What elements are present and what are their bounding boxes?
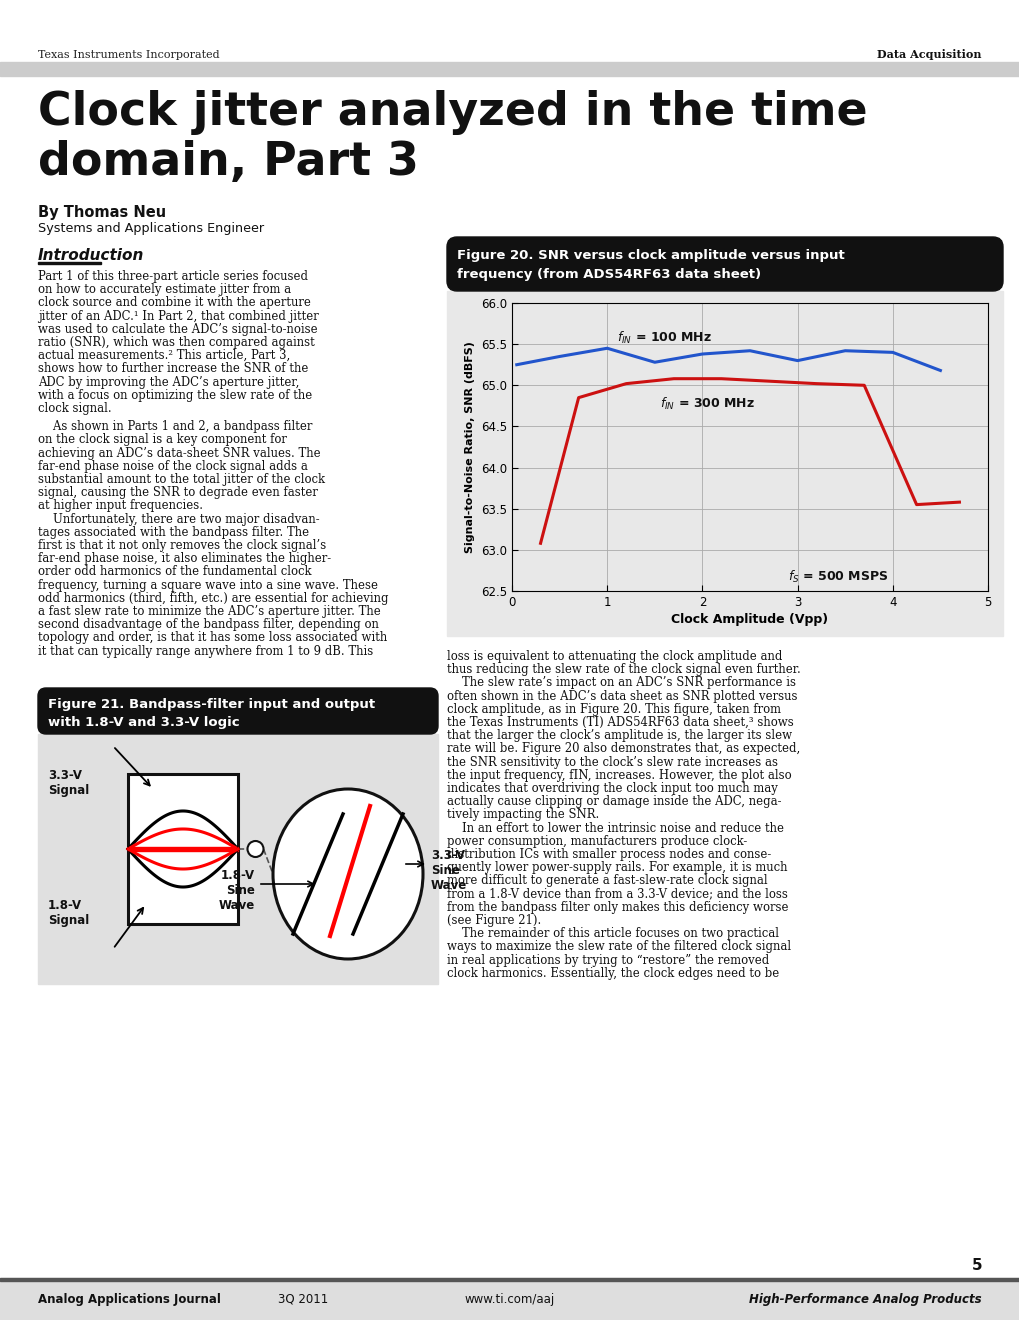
Text: it that can typically range anywhere from 1 to 9 dB. This: it that can typically range anywhere fro… — [38, 644, 373, 657]
Text: tages associated with the bandpass filter. The: tages associated with the bandpass filte… — [38, 525, 309, 539]
Bar — [127, 774, 237, 924]
Text: far-end phase noise of the clock signal adds a: far-end phase noise of the clock signal … — [38, 459, 308, 473]
Text: second disadvantage of the bandpass filter, depending on: second disadvantage of the bandpass filt… — [38, 618, 378, 631]
Text: ADC by improving the ADC’s aperture jitter,: ADC by improving the ADC’s aperture jitt… — [38, 376, 300, 388]
Text: odd harmonics (third, fifth, etc.) are essential for achieving: odd harmonics (third, fifth, etc.) are e… — [38, 591, 388, 605]
Text: As shown in Parts 1 and 2, a bandpass filter: As shown in Parts 1 and 2, a bandpass fi… — [38, 420, 312, 433]
Text: By Thomas Neu: By Thomas Neu — [38, 205, 166, 220]
Bar — [446, 290, 1002, 636]
Bar — [38, 261, 101, 264]
Text: The slew rate’s impact on an ADC’s SNR performance is: The slew rate’s impact on an ADC’s SNR p… — [446, 676, 795, 689]
Text: clock signal.: clock signal. — [38, 403, 111, 414]
Text: distribution ICs with smaller process nodes and conse-: distribution ICs with smaller process no… — [446, 847, 770, 861]
Text: quently lower power-supply rails. For example, it is much: quently lower power-supply rails. For ex… — [446, 861, 787, 874]
Text: 3.3-V
Sine
Wave: 3.3-V Sine Wave — [431, 849, 467, 892]
Bar — [0, 1278, 1019, 1280]
Text: Unfortunately, there are two major disadvan-: Unfortunately, there are two major disad… — [38, 512, 319, 525]
FancyBboxPatch shape — [446, 238, 1002, 290]
Text: was used to calculate the ADC’s signal-to-noise: was used to calculate the ADC’s signal-t… — [38, 323, 317, 335]
Text: shows how to further increase the SNR of the: shows how to further increase the SNR of… — [38, 363, 308, 375]
Text: tively impacting the SNR.: tively impacting the SNR. — [446, 808, 599, 821]
Text: ways to maximize the slew rate of the filtered clock signal: ways to maximize the slew rate of the fi… — [446, 940, 791, 953]
Text: the input frequency, fIN, increases. However, the plot also: the input frequency, fIN, increases. How… — [446, 768, 791, 781]
Text: 1.8-V
Sine
Wave: 1.8-V Sine Wave — [218, 869, 255, 912]
Text: frequency, turning a square wave into a sine wave. These: frequency, turning a square wave into a … — [38, 578, 378, 591]
Text: Data Acquisition: Data Acquisition — [876, 49, 981, 59]
Text: $f_{IN}$ = 100 MHz: $f_{IN}$ = 100 MHz — [616, 330, 711, 346]
Text: rate will be. Figure 20 also demonstrates that, as expected,: rate will be. Figure 20 also demonstrate… — [446, 742, 800, 755]
Text: first is that it not only removes the clock signal’s: first is that it not only removes the cl… — [38, 539, 326, 552]
Text: in real applications by trying to “restore” the removed: in real applications by trying to “resto… — [446, 953, 768, 966]
X-axis label: Clock Amplitude (Vpp): Clock Amplitude (Vpp) — [671, 612, 827, 626]
Text: from the bandpass filter only makes this deficiency worse: from the bandpass filter only makes this… — [446, 900, 788, 913]
Text: www.ti.com/aaj: www.ti.com/aaj — [465, 1292, 554, 1305]
Text: 5: 5 — [970, 1258, 981, 1272]
Text: clock amplitude, as in Figure 20. This figure, taken from: clock amplitude, as in Figure 20. This f… — [446, 702, 781, 715]
Text: Figure 21. Bandpass-filter input and output: Figure 21. Bandpass-filter input and out… — [48, 698, 375, 711]
Text: the SNR sensitivity to the clock’s slew rate increases as: the SNR sensitivity to the clock’s slew … — [446, 755, 777, 768]
Text: topology and order, is that it has some loss associated with: topology and order, is that it has some … — [38, 631, 387, 644]
Text: clock harmonics. Essentially, the clock edges need to be: clock harmonics. Essentially, the clock … — [446, 966, 779, 979]
Text: clock source and combine it with the aperture: clock source and combine it with the ape… — [38, 297, 311, 309]
Text: Analog Applications Journal: Analog Applications Journal — [38, 1292, 221, 1305]
Text: with a focus on optimizing the slew rate of the: with a focus on optimizing the slew rate… — [38, 389, 312, 401]
Text: substantial amount to the total jitter of the clock: substantial amount to the total jitter o… — [38, 473, 325, 486]
Text: Texas Instruments Incorporated: Texas Instruments Incorporated — [38, 50, 219, 59]
Text: $f_S$ = 500 MSPS: $f_S$ = 500 MSPS — [788, 569, 888, 585]
Text: Part 1 of this three-part article series focused: Part 1 of this three-part article series… — [38, 271, 308, 282]
Text: achieving an ADC’s data-sheet SNR values. The: achieving an ADC’s data-sheet SNR values… — [38, 446, 320, 459]
Text: indicates that overdriving the clock input too much may: indicates that overdriving the clock inp… — [446, 781, 777, 795]
Text: Introduction: Introduction — [38, 248, 145, 263]
Text: on how to accurately estimate jitter from a: on how to accurately estimate jitter fro… — [38, 284, 290, 296]
Bar — [38, 734, 437, 983]
Text: power consumption, manufacturers produce clock-: power consumption, manufacturers produce… — [446, 834, 747, 847]
Text: the Texas Instruments (TI) ADS54RF63 data sheet,³ shows: the Texas Instruments (TI) ADS54RF63 dat… — [446, 715, 793, 729]
Text: Figure 20. SNR versus clock amplitude versus input: Figure 20. SNR versus clock amplitude ve… — [457, 249, 844, 261]
Text: 3Q 2011: 3Q 2011 — [278, 1292, 328, 1305]
Text: more difficult to generate a fast-slew-rate clock signal: more difficult to generate a fast-slew-r… — [446, 874, 767, 887]
Text: 1.8-V
Signal: 1.8-V Signal — [48, 899, 90, 927]
Text: Clock jitter analyzed in the time: Clock jitter analyzed in the time — [38, 90, 867, 135]
Ellipse shape — [273, 789, 423, 960]
Circle shape — [248, 841, 263, 857]
Text: thus reducing the slew rate of the clock signal even further.: thus reducing the slew rate of the clock… — [446, 663, 800, 676]
Text: (see Figure 21).: (see Figure 21). — [446, 913, 541, 927]
Text: that the larger the clock’s amplitude is, the larger its slew: that the larger the clock’s amplitude is… — [446, 729, 792, 742]
Text: order odd harmonics of the fundamental clock: order odd harmonics of the fundamental c… — [38, 565, 311, 578]
FancyBboxPatch shape — [38, 688, 437, 734]
Text: with 1.8-V and 3.3-V logic: with 1.8-V and 3.3-V logic — [48, 715, 239, 729]
Text: actual measurements.² This article, Part 3,: actual measurements.² This article, Part… — [38, 350, 290, 362]
Text: Systems and Applications Engineer: Systems and Applications Engineer — [38, 222, 264, 235]
Text: signal, causing the SNR to degrade even faster: signal, causing the SNR to degrade even … — [38, 486, 318, 499]
Bar — [0, 62, 1019, 77]
Text: High-Performance Analog Products: High-Performance Analog Products — [749, 1292, 981, 1305]
Text: $f_{IN}$ = 300 MHz: $f_{IN}$ = 300 MHz — [659, 396, 754, 412]
Bar — [127, 847, 237, 851]
Text: jitter of an ADC.¹ In Part 2, that combined jitter: jitter of an ADC.¹ In Part 2, that combi… — [38, 310, 319, 322]
Text: The remainder of this article focuses on two practical: The remainder of this article focuses on… — [446, 927, 779, 940]
Text: In an effort to lower the intrinsic noise and reduce the: In an effort to lower the intrinsic nois… — [446, 821, 784, 834]
Text: from a 1.8-V device than from a 3.3-V device; and the loss: from a 1.8-V device than from a 3.3-V de… — [446, 887, 787, 900]
Text: far-end phase noise, it also eliminates the higher-: far-end phase noise, it also eliminates … — [38, 552, 331, 565]
Text: often shown in the ADC’s data sheet as SNR plotted versus: often shown in the ADC’s data sheet as S… — [446, 689, 797, 702]
Text: domain, Part 3: domain, Part 3 — [38, 140, 419, 185]
Text: frequency (from ADS54RF63 data sheet): frequency (from ADS54RF63 data sheet) — [457, 268, 760, 281]
Text: on the clock signal is a key component for: on the clock signal is a key component f… — [38, 433, 286, 446]
Text: at higher input frequencies.: at higher input frequencies. — [38, 499, 203, 512]
Y-axis label: Signal-to-Noise Ratio, SNR (dBFS): Signal-to-Noise Ratio, SNR (dBFS) — [465, 341, 475, 553]
Text: 3.3-V
Signal: 3.3-V Signal — [48, 770, 90, 797]
Text: a fast slew rate to minimize the ADC’s aperture jitter. The: a fast slew rate to minimize the ADC’s a… — [38, 605, 380, 618]
Bar — [0, 1278, 1019, 1320]
Text: actually cause clipping or damage inside the ADC, nega-: actually cause clipping or damage inside… — [446, 795, 781, 808]
Text: loss is equivalent to attenuating the clock amplitude and: loss is equivalent to attenuating the cl… — [446, 649, 782, 663]
Text: ratio (SNR), which was then compared against: ratio (SNR), which was then compared aga… — [38, 337, 315, 348]
